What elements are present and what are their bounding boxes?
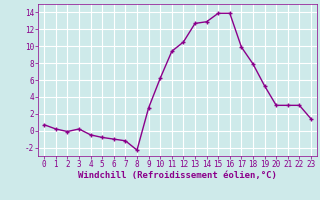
X-axis label: Windchill (Refroidissement éolien,°C): Windchill (Refroidissement éolien,°C) (78, 171, 277, 180)
